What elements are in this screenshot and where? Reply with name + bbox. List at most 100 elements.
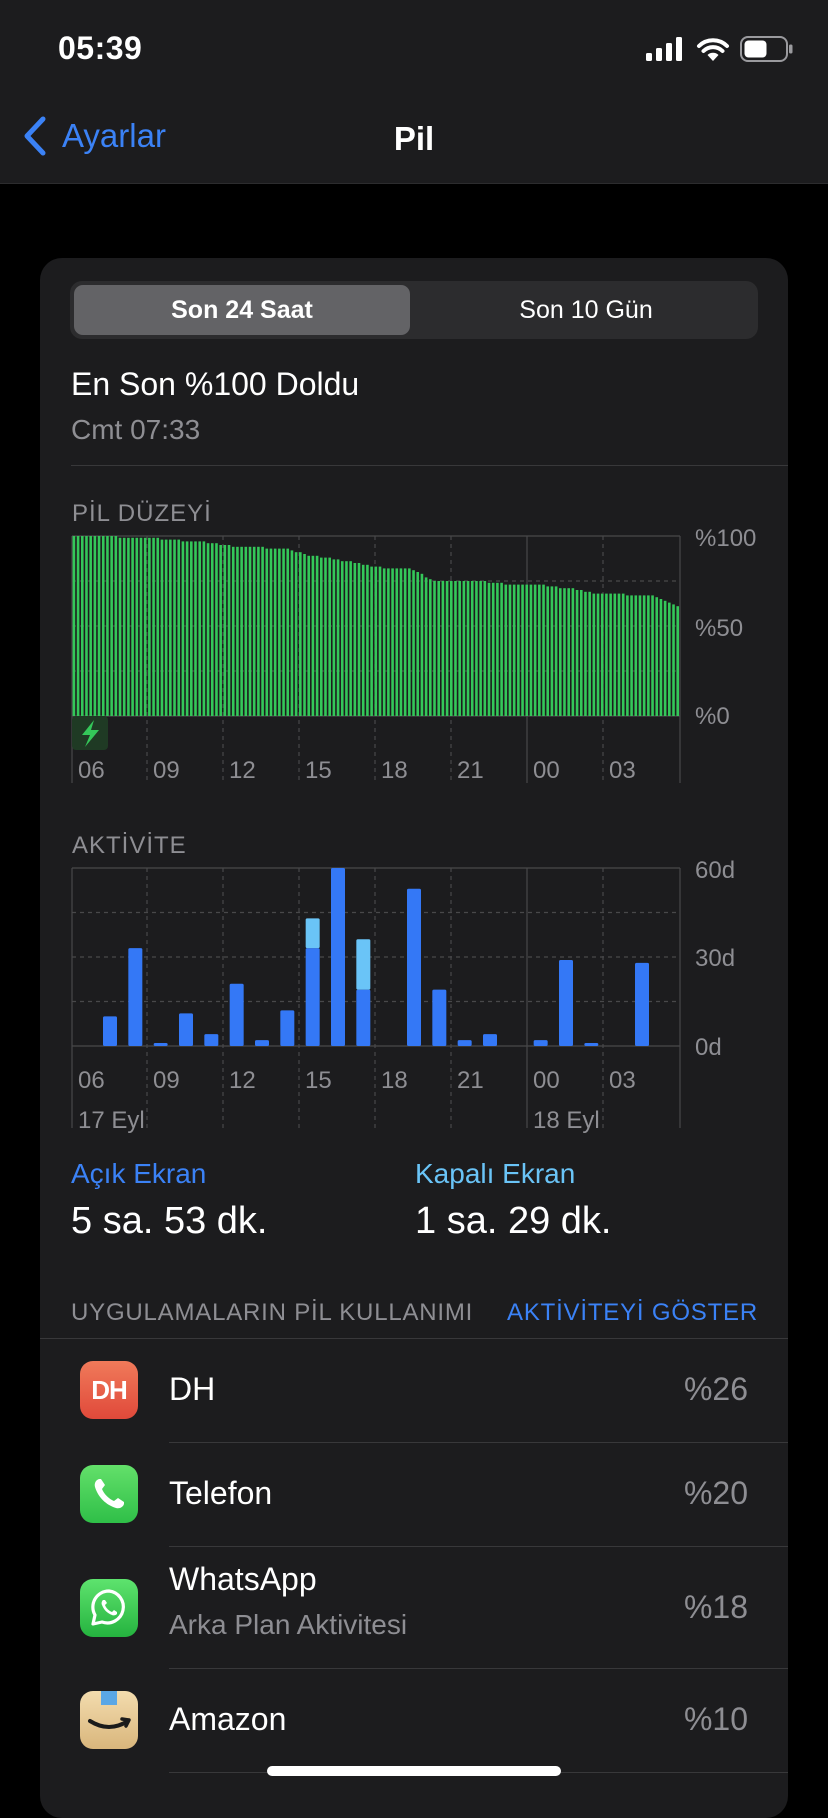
wifi-icon [697, 38, 729, 61]
battery-bar [248, 546, 252, 716]
battery-bar [382, 568, 386, 716]
battery-bar [454, 581, 457, 716]
activity-bar-screen-off [305, 918, 320, 949]
activity-bar-screen-on [229, 983, 244, 1046]
segment-last-10-days[interactable]: Son 10 Gün [519, 295, 653, 324]
battery-bar [261, 546, 264, 716]
app-row-telefon[interactable]: Telefon %20 [40, 1443, 788, 1546]
divider [169, 1546, 788, 1547]
battery-bar [290, 550, 294, 716]
segment-last-24-hours[interactable]: Son 24 Saat [74, 285, 410, 335]
x-tick-label: 15 [305, 1067, 332, 1094]
activity-bar-screen-on [584, 1043, 599, 1046]
battery-bar [605, 593, 608, 716]
battery-bar [571, 588, 575, 716]
screen-off-label: Kapalı Ekran [415, 1158, 576, 1189]
activity-bar-screen-on [204, 1034, 219, 1046]
activity-bar-screen-on [128, 948, 143, 1046]
chevron-left-icon [24, 116, 46, 156]
back-button[interactable]: Ayarlar [22, 116, 166, 156]
battery-bar [319, 557, 323, 716]
battery-bar [210, 543, 214, 716]
battery-bar [609, 593, 612, 716]
battery-bar [244, 546, 248, 716]
date-label: 17 Eyl [78, 1107, 145, 1134]
battery-bar [676, 606, 680, 716]
app-name: Telefon [169, 1475, 273, 1511]
battery-bar [378, 566, 382, 716]
battery-bar [101, 536, 105, 716]
battery-bar [164, 539, 168, 716]
battery-bar [215, 543, 218, 716]
battery-bar [374, 566, 378, 716]
app-name: WhatsApp [169, 1561, 317, 1597]
battery-bar [387, 568, 390, 716]
last-charge-time: Cmt 07:33 [71, 414, 201, 445]
show-activity-link[interactable]: AKTİVİTEYİ GÖSTER [507, 1299, 758, 1326]
battery-level-chart: %100 %50 %0 06 09 12 15 18 21 00 03 [71, 528, 756, 784]
battery-bar [403, 568, 407, 716]
battery-bar [198, 541, 201, 716]
activity-bar-screen-on [280, 1010, 295, 1046]
battery-bar [533, 584, 537, 716]
battery-bar [663, 600, 667, 716]
divider [169, 1668, 788, 1669]
amazon-app-icon [80, 1691, 138, 1749]
divider [40, 1338, 788, 1339]
battery-bar [152, 537, 155, 716]
battery-bar [600, 593, 604, 716]
battery-bar [429, 579, 432, 716]
battery-bar [286, 548, 290, 716]
battery-bar [445, 581, 449, 716]
battery-bar [332, 559, 336, 716]
battery-bar [441, 581, 445, 716]
x-tick-label: 21 [457, 757, 484, 784]
battery-bar [240, 546, 243, 716]
battery-bar [496, 582, 499, 716]
battery-bar [529, 584, 533, 716]
activity-bar-screen-on [331, 868, 345, 1046]
battery-bar [269, 548, 273, 716]
activity-bar-screen-on [559, 959, 573, 1046]
battery-bar [579, 590, 583, 716]
app-row-dh[interactable]: DH DH %26 [40, 1339, 788, 1442]
battery-bar [638, 595, 642, 716]
battery-bar [546, 586, 550, 716]
battery-bar [655, 597, 659, 716]
battery-bar [642, 595, 646, 716]
battery-bar [80, 536, 84, 716]
x-tick-label: 18 [381, 1067, 408, 1094]
activity-label: AKTİVİTE [72, 832, 187, 859]
battery-bar [517, 584, 520, 716]
cellular-signal-icon [646, 37, 682, 61]
y-tick-label: 0d [695, 1034, 722, 1061]
x-tick-label: 09 [153, 1067, 180, 1094]
home-indicator[interactable] [267, 1766, 561, 1776]
battery-bar [575, 590, 579, 716]
app-row-amazon[interactable]: Amazon %10 [40, 1669, 788, 1772]
battery-bar [487, 582, 491, 716]
app-name: Amazon [169, 1701, 287, 1737]
navigation-bar: 05:39 Ayarlar Pil [0, 0, 828, 184]
app-row-whatsapp[interactable]: WhatsApp Arka Plan Aktivitesi %18 [40, 1547, 788, 1668]
screen-on-label: Açık Ekran [71, 1158, 207, 1189]
whatsapp-logo-icon [91, 1589, 125, 1626]
battery-level-label: PİL DÜZEYİ [72, 500, 212, 527]
app-name: DH [169, 1371, 216, 1407]
battery-bar [621, 593, 625, 716]
battery-card: Son 24 Saat Son 10 Gün En Son %100 Doldu… [40, 258, 788, 1818]
battery-bar [173, 539, 176, 716]
battery-bar [504, 584, 508, 716]
battery-bar [135, 537, 139, 716]
activity-bar-screen-on [635, 962, 649, 1046]
whatsapp-app-icon [80, 1579, 138, 1637]
battery-bar [202, 541, 206, 716]
battery-bar [462, 581, 466, 716]
battery-bar [181, 541, 185, 716]
app-percent: %18 [683, 1589, 748, 1625]
battery-bar [361, 564, 365, 716]
dh-app-icon: DH [80, 1361, 138, 1419]
battery-bar [194, 541, 197, 716]
battery-bar [437, 581, 440, 716]
x-tick-label: 06 [78, 1067, 105, 1094]
